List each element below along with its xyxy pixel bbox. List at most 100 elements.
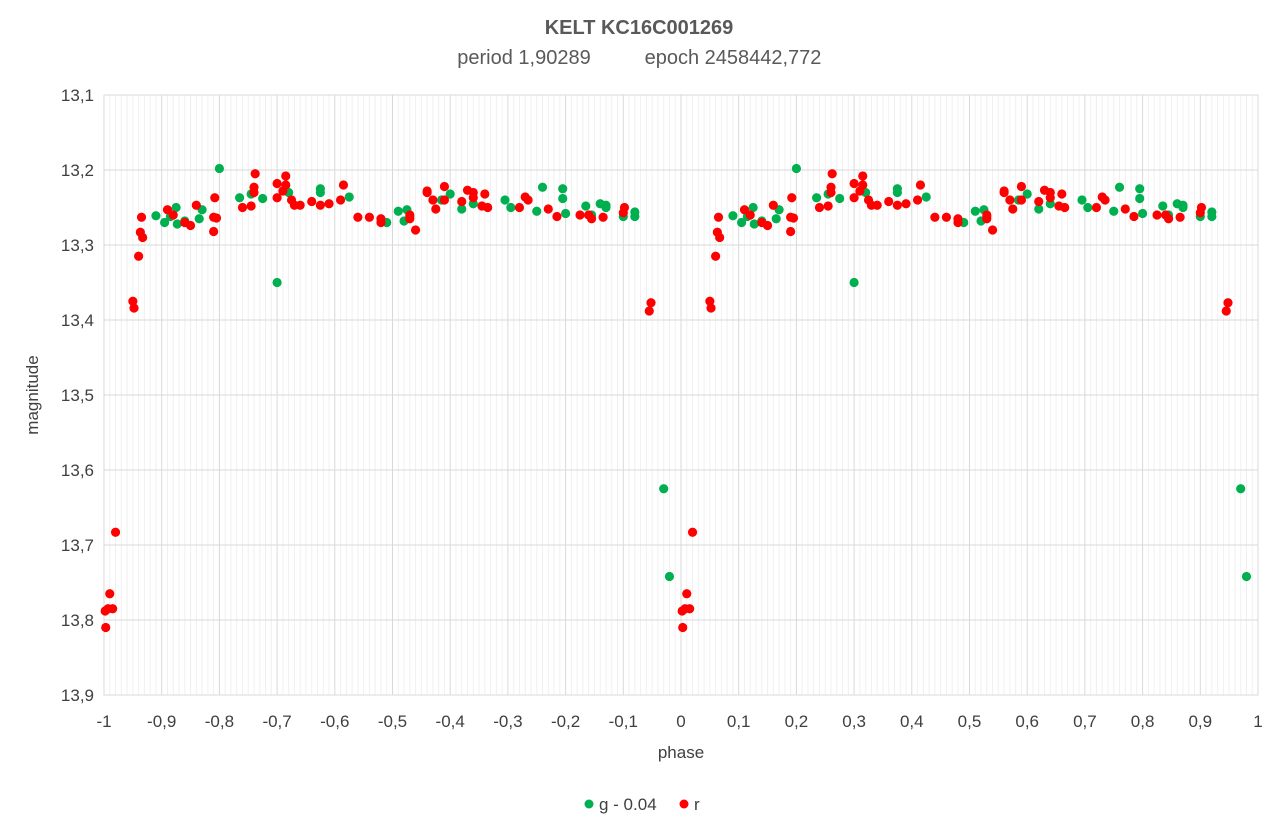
- legend-label-r: r: [694, 795, 700, 814]
- g-data-point: [506, 202, 516, 213]
- r-data-point: [376, 217, 386, 228]
- r-data-point: [281, 171, 291, 181]
- x-tick-label: -0,3: [493, 712, 522, 731]
- y-axis-ticks: 13,1 13,2 13,3 13,4 13,5 13,6 13,7 13,8 13,9: [61, 86, 94, 705]
- g-data-point: [630, 211, 640, 222]
- r-data-point: [685, 604, 695, 614]
- r-data-point: [575, 210, 585, 220]
- g-data-point: [171, 202, 181, 213]
- r-data-point: [1196, 202, 1207, 213]
- r-data-point: [552, 211, 562, 222]
- r-data-point: [762, 220, 773, 231]
- g-data-point: [532, 206, 542, 216]
- r-data-point: [210, 193, 220, 203]
- chart-title: KELT KC16C001269: [545, 17, 734, 39]
- r-data-point: [483, 202, 493, 213]
- g-data-point: [214, 163, 224, 174]
- r-data-point: [185, 220, 196, 231]
- x-tick-label: 0,4: [900, 712, 924, 731]
- series-g-points: [151, 163, 1252, 582]
- r-data-point: [644, 306, 654, 316]
- g-data-point: [1022, 189, 1032, 199]
- r-data-point: [872, 200, 882, 210]
- x-tick-label: -0,4: [436, 712, 465, 731]
- r-data-point: [138, 232, 148, 243]
- r-data-point: [246, 201, 256, 211]
- g-data-point: [664, 571, 675, 582]
- r-data-point: [1008, 204, 1018, 214]
- x-tick-label: -0,8: [205, 712, 234, 731]
- y-tick-label: 13,1: [61, 86, 94, 105]
- g-data-point: [194, 214, 204, 224]
- g-data-point: [1077, 195, 1087, 205]
- r-data-point: [105, 589, 115, 599]
- r-data-point: [439, 181, 450, 192]
- plot-area-border: [103, 94, 1259, 696]
- x-tick-label: -0,7: [262, 712, 291, 731]
- r-data-point: [338, 180, 349, 190]
- x-tick-label: 0,5: [958, 712, 982, 731]
- x-tick-label: -0,9: [147, 712, 176, 731]
- g-data-point: [151, 211, 161, 221]
- chart-subtitle-epoch: epoch 2458442,772: [645, 47, 822, 69]
- r-data-point: [982, 210, 992, 220]
- r-data-point: [514, 202, 525, 213]
- g-data-point: [1178, 200, 1188, 210]
- r-data-point: [619, 202, 630, 213]
- g-data-point: [811, 193, 822, 203]
- y-tick-label: 13,9: [61, 686, 94, 705]
- r-data-point: [646, 298, 656, 308]
- r-data-point: [129, 303, 139, 313]
- r-data-point: [768, 200, 778, 210]
- g-data-point: [581, 201, 591, 211]
- g-data-point: [1083, 202, 1093, 213]
- x-tick-label: 0,8: [1131, 712, 1155, 731]
- r-data-point: [711, 251, 721, 261]
- g-data-point: [393, 206, 403, 216]
- r-data-point: [523, 195, 533, 205]
- g-data-point: [771, 214, 781, 224]
- r-data-point: [134, 251, 144, 261]
- g-data-point: [921, 192, 931, 202]
- r-data-point: [715, 232, 725, 243]
- r-data-point: [999, 186, 1009, 196]
- g-data-point: [1034, 204, 1044, 214]
- r-data-point: [1057, 189, 1067, 199]
- r-data-point: [1221, 306, 1231, 316]
- r-data-point: [1152, 210, 1162, 220]
- x-tick-label: 0,7: [1073, 712, 1097, 731]
- g-data-point: [849, 277, 859, 288]
- r-data-point: [439, 195, 450, 205]
- x-tick-label: 0,6: [1015, 712, 1039, 731]
- y-tick-label: 13,3: [61, 236, 94, 255]
- g-data-point: [558, 184, 568, 194]
- r-data-point: [788, 213, 799, 223]
- r-data-point: [687, 527, 698, 537]
- r-data-point: [237, 202, 248, 213]
- r-data-point: [787, 193, 797, 203]
- g-data-point: [272, 277, 282, 288]
- r-data-point: [706, 303, 716, 313]
- r-data-point: [849, 193, 859, 203]
- g-data-point: [1114, 182, 1125, 192]
- g-data-point: [970, 206, 980, 216]
- r-data-point: [941, 212, 952, 222]
- g-data-point: [1109, 206, 1119, 216]
- r-data-point: [598, 212, 608, 222]
- g-data-point: [1236, 484, 1246, 494]
- r-data-point: [168, 210, 178, 220]
- r-data-point: [915, 180, 926, 190]
- r-data-point: [191, 200, 201, 210]
- r-data-point: [786, 226, 796, 237]
- r-data-point: [901, 199, 911, 209]
- x-axis-ticks: -1 -0,9 -0,8 -0,7 -0,6 -0,5 -0,4 -0,3 -0,2 -0,1 0 0…: [96, 712, 1262, 731]
- x-tick-label: 0,2: [785, 712, 809, 731]
- legend-label-g: g - 0.04: [599, 795, 657, 814]
- r-data-point: [1060, 202, 1070, 213]
- r-data-point: [912, 195, 923, 205]
- g-data-point: [558, 193, 568, 204]
- legend-marker-g: [584, 799, 594, 809]
- r-data-point: [431, 204, 441, 214]
- x-tick-label: 0: [676, 712, 685, 731]
